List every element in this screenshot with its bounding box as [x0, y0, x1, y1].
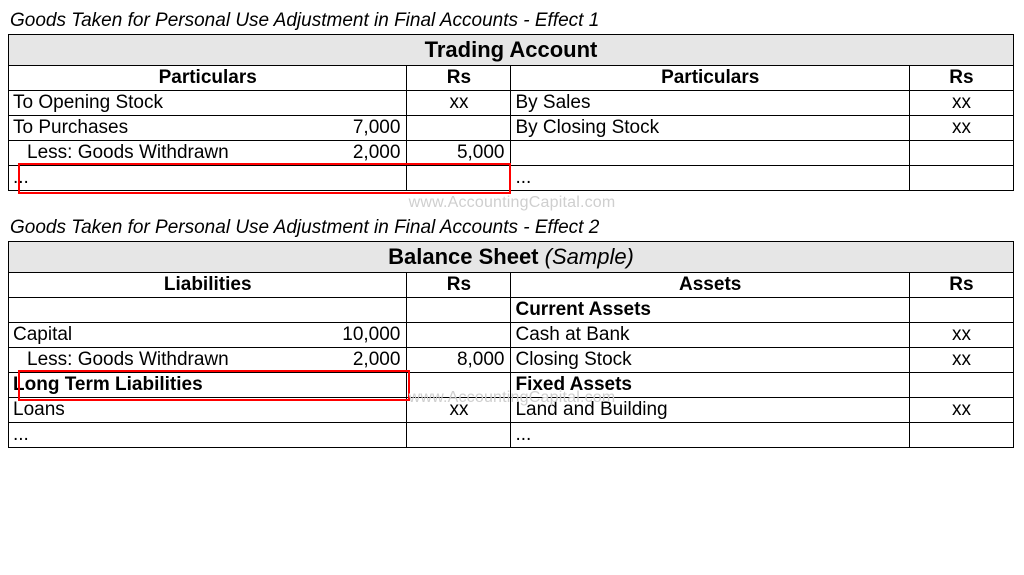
t2-r2-r-label: Cash at Bank — [511, 323, 779, 348]
t2-r6-l-amt — [277, 423, 407, 448]
t1-r3-l-rs: 5,000 — [407, 141, 511, 166]
t2-r6-r-label: ... — [511, 423, 779, 448]
balance-sheet-wrap: Balance Sheet (Sample) Liabilities Rs As… — [8, 241, 1016, 448]
t2-r3-r-amt — [779, 348, 909, 373]
t1-r1-l-rs: xx — [407, 91, 511, 116]
t2-r1-r-rs — [909, 298, 1013, 323]
t1-r2-l-label: To Purchases — [9, 116, 277, 141]
t2-r2-l-amt: 10,000 — [277, 323, 407, 348]
t2-r2-r-rs: xx — [909, 323, 1013, 348]
balance-sheet-title: Balance Sheet (Sample) — [9, 242, 1014, 273]
balance-sheet-title-suffix: (Sample) — [545, 244, 634, 269]
t2-r3-l-rs: 8,000 — [407, 348, 511, 373]
t2-left-header: Liabilities — [9, 273, 407, 298]
t1-r2-r-rs: xx — [909, 116, 1013, 141]
watermark-2: www.AccountingCapital.com — [8, 389, 1016, 407]
t2-r3-l-amt: 2,000 — [277, 348, 407, 373]
t1-r1-l-label: To Opening Stock — [9, 91, 277, 116]
t2-r6-r-rs — [909, 423, 1013, 448]
balance-sheet-title-main: Balance Sheet — [388, 244, 538, 269]
t2-r6-l-label: ... — [9, 423, 277, 448]
t2-r1-r-label: Current Assets — [511, 298, 779, 323]
t2-r3-r-rs: xx — [909, 348, 1013, 373]
t1-r4-l-amt — [277, 166, 407, 191]
t2-r2-l-rs — [407, 323, 511, 348]
t1-r4-l-label: ... — [9, 166, 277, 191]
t1-r1-r-amt — [779, 91, 909, 116]
caption-effect-1: Goods Taken for Personal Use Adjustment … — [10, 10, 1016, 32]
t2-rs-right: Rs — [909, 273, 1013, 298]
t1-r1-l-amt — [277, 91, 407, 116]
t1-r4-r-label: ... — [511, 166, 779, 191]
t2-r6-r-amt — [779, 423, 909, 448]
t2-r3-l-label: Less: Goods Withdrawn — [9, 348, 277, 373]
t1-r2-r-amt — [779, 116, 909, 141]
t2-r3-r-label: Closing Stock — [511, 348, 779, 373]
t1-r3-r-rs — [909, 141, 1013, 166]
watermark-1: www.AccountingCapital.com — [8, 194, 1016, 212]
t1-r3-r-amt — [779, 141, 909, 166]
t2-r1-r-amt — [779, 298, 909, 323]
t1-left-header: Particulars — [9, 66, 407, 91]
t1-r1-r-label: By Sales — [511, 91, 779, 116]
t1-rs-right: Rs — [909, 66, 1013, 91]
t1-r4-l-rs — [407, 166, 511, 191]
trading-account-wrap: Trading Account Particulars Rs Particula… — [8, 34, 1016, 191]
t1-r3-l-label: Less: Goods Withdrawn — [9, 141, 277, 166]
t2-right-header: Assets — [511, 273, 909, 298]
trading-account-table: Trading Account Particulars Rs Particula… — [8, 34, 1014, 191]
t2-r6-l-rs — [407, 423, 511, 448]
trading-account-title: Trading Account — [9, 35, 1014, 66]
t1-r3-r-label — [511, 141, 779, 166]
t2-r2-l-label: Capital — [9, 323, 277, 348]
caption-effect-2: Goods Taken for Personal Use Adjustment … — [10, 217, 1016, 239]
t1-right-header: Particulars — [511, 66, 909, 91]
t2-r1-l-amt — [277, 298, 407, 323]
t2-r1-l-label — [9, 298, 277, 323]
t1-r4-r-amt — [779, 166, 909, 191]
t1-r2-l-amt: 7,000 — [277, 116, 407, 141]
t1-r4-r-rs — [909, 166, 1013, 191]
balance-sheet-table: Balance Sheet (Sample) Liabilities Rs As… — [8, 241, 1014, 448]
t2-r1-l-rs — [407, 298, 511, 323]
t1-r2-l-rs — [407, 116, 511, 141]
t1-r3-l-amt: 2,000 — [277, 141, 407, 166]
t2-rs-left: Rs — [407, 273, 511, 298]
t2-r2-r-amt — [779, 323, 909, 348]
t1-rs-left: Rs — [407, 66, 511, 91]
t1-r2-r-label: By Closing Stock — [511, 116, 779, 141]
t1-r1-r-rs: xx — [909, 91, 1013, 116]
